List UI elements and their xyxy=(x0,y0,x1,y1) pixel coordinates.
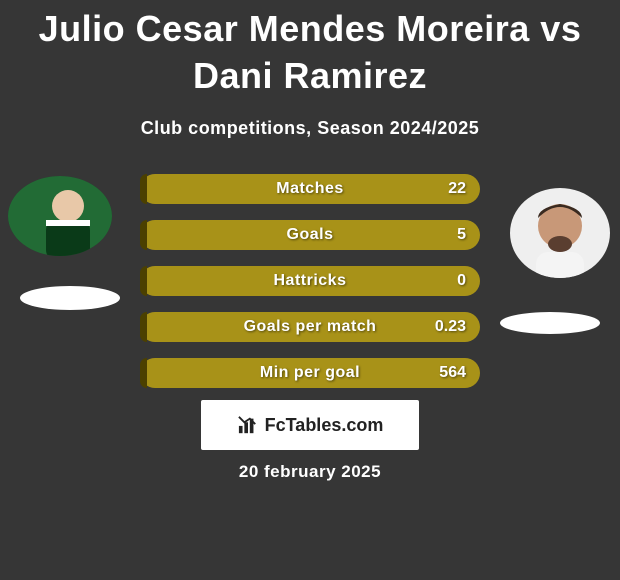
bar-chart-icon xyxy=(237,415,259,435)
date-text: 20 february 2025 xyxy=(0,462,620,482)
stat-bar: Matches22 xyxy=(140,174,480,204)
stat-bar-label: Goals per match xyxy=(140,312,480,342)
stat-bar: Hattricks0 xyxy=(140,266,480,296)
stat-bar: Goals5 xyxy=(140,220,480,250)
stat-bar-right-value: 0 xyxy=(457,266,466,296)
avatar-right-placeholder-icon xyxy=(510,188,610,278)
stats-bars: Matches22 Goals5 Hattricks0 Goals per match… xyxy=(140,174,480,404)
stat-bar: Min per goal564 xyxy=(140,358,480,388)
player-right-avatar xyxy=(510,188,610,278)
stat-bar-right-value: 564 xyxy=(439,358,466,388)
stat-bar-label: Hattricks xyxy=(140,266,480,296)
stat-bar-right-value: 5 xyxy=(457,220,466,250)
player-left-name-pill xyxy=(20,286,120,310)
player-left-avatar xyxy=(8,176,112,256)
stat-bar-right-value: 0.23 xyxy=(435,312,466,342)
player-right-name-pill xyxy=(500,312,600,334)
subtitle: Club competitions, Season 2024/2025 xyxy=(0,118,620,139)
avatar-left-placeholder-icon xyxy=(8,176,112,256)
stat-bar-label: Matches xyxy=(140,174,480,204)
stat-bar-right-value: 22 xyxy=(448,174,466,204)
brand-logo-box[interactable]: FcTables.com xyxy=(201,400,419,450)
stat-bar-label: Goals xyxy=(140,220,480,250)
stat-bar-label: Min per goal xyxy=(140,358,480,388)
page-title: Julio Cesar Mendes Moreira vs Dani Ramir… xyxy=(0,0,620,100)
stat-bar: Goals per match0.23 xyxy=(140,312,480,342)
brand-text: FcTables.com xyxy=(265,415,384,436)
